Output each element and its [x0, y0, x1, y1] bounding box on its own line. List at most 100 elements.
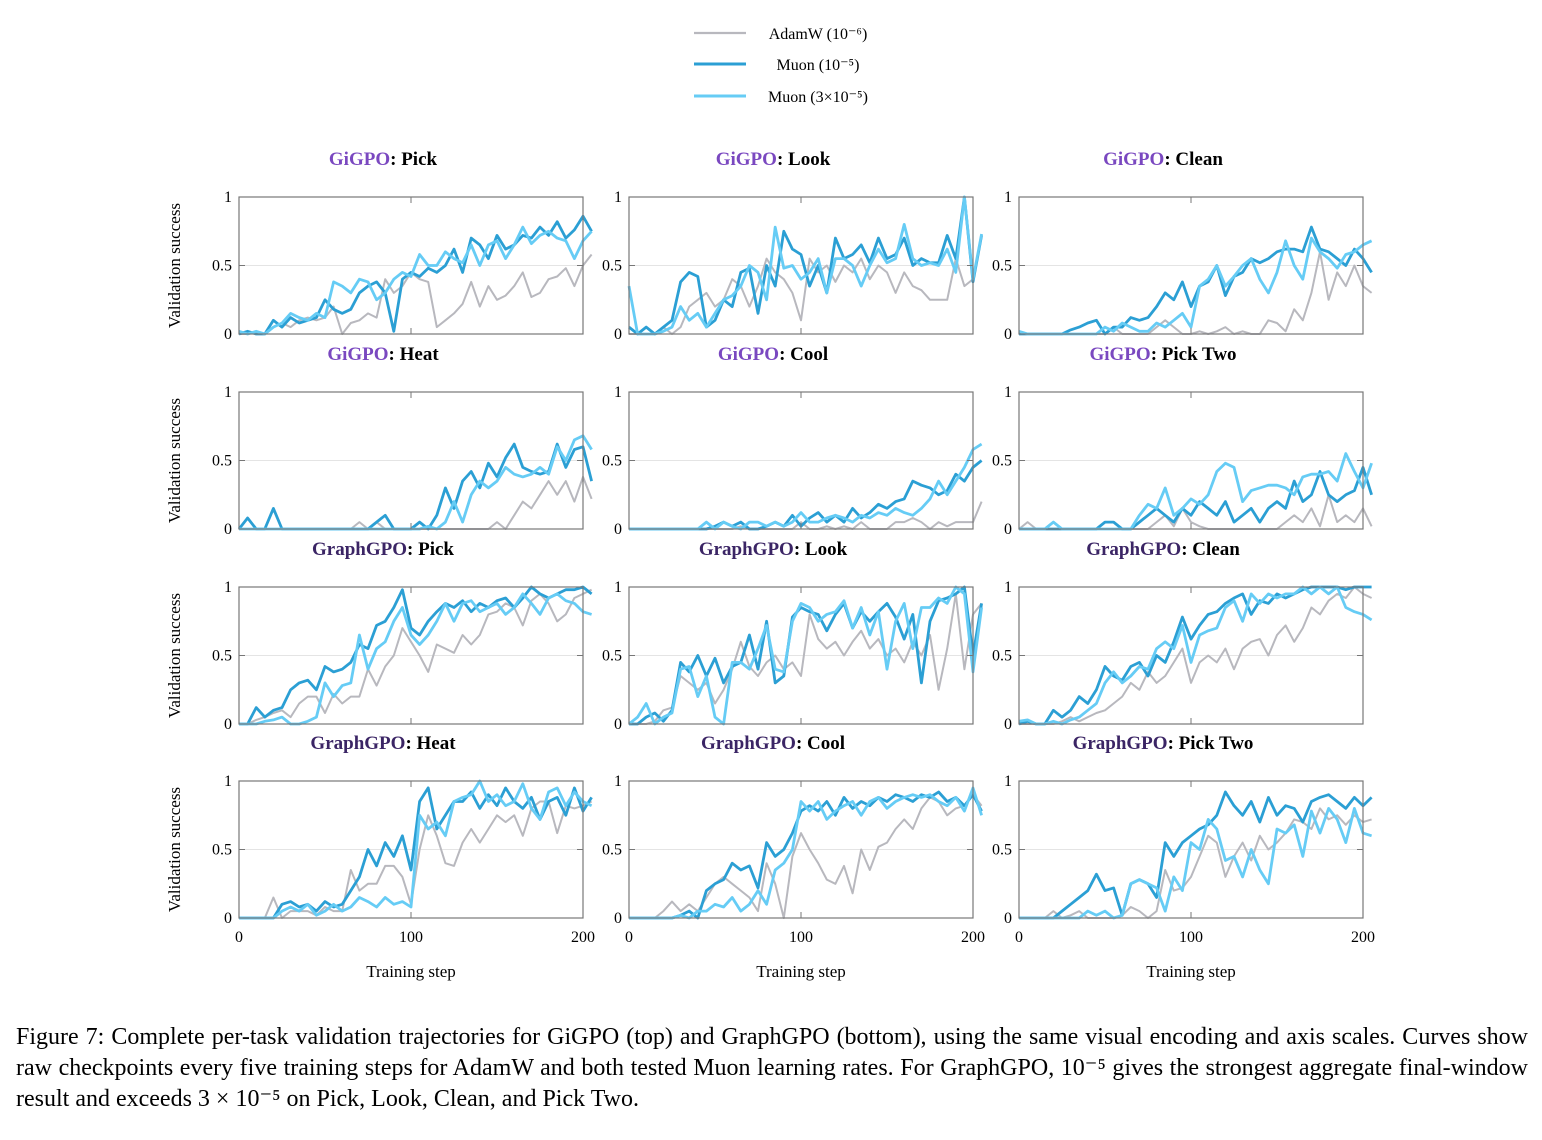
y-axis-label: Validation success: [165, 593, 184, 718]
y-tick-label: 0: [224, 910, 232, 927]
y-tick-label: 0.5: [992, 842, 1012, 859]
legend-label-adamw: AdamW (10⁻⁶): [769, 26, 868, 43]
panel-title: GraphGPO: Pick: [312, 539, 454, 560]
series-line-muon_3e5: [239, 592, 593, 726]
y-tick-label: 0.5: [602, 648, 622, 665]
panel-title-method: GraphGPO: [312, 539, 407, 560]
y-tick-label: 1: [224, 384, 232, 401]
x-axis-label: Training step: [366, 962, 456, 981]
y-tick-label: 0.5: [212, 648, 232, 665]
panel-title-method: GiGPO: [1103, 149, 1164, 170]
y-tick-label: 0: [614, 716, 622, 733]
series-line-muon_1e5: [629, 585, 983, 726]
x-tick-label: 0: [1015, 929, 1023, 946]
y-axis-label: Validation success: [165, 203, 184, 328]
panel-title-task: : Pick: [407, 539, 454, 560]
series-line-muon_3e5: [1018, 236, 1373, 336]
y-axis-label: Validation success: [165, 398, 184, 523]
y-tick-label: 0: [614, 521, 622, 538]
y-tick-label: 1: [1004, 773, 1012, 790]
panel-title-task: : Pick Two: [1168, 733, 1254, 754]
series-line-muon_1e5: [239, 585, 593, 726]
x-tick-label: 100: [789, 929, 813, 946]
y-tick-label: 0.5: [212, 453, 232, 470]
y-tick-label: 1: [614, 773, 622, 790]
y-tick-label: 0.5: [212, 258, 232, 275]
panel-title-task: : Look: [777, 149, 831, 170]
series-line-muon_1e5: [237, 442, 593, 531]
panel-title: GiGPO: Heat: [327, 344, 439, 365]
y-tick-label: 0: [1004, 910, 1012, 927]
panel-title: GiGPO: Cool: [718, 344, 828, 365]
series-line-muon_3e5: [629, 786, 983, 920]
panel-title-task: : Heat: [405, 733, 456, 754]
y-tick-label: 0.5: [992, 258, 1012, 275]
panel-title-method: GraphGPO: [1086, 539, 1181, 560]
panel-title: GiGPO: Pick Two: [1089, 344, 1236, 365]
panel-title: GraphGPO: Cool: [701, 733, 845, 754]
legend: AdamW (10⁻⁶) Muon (10⁻⁵) Muon (3×10⁻⁵): [694, 26, 868, 106]
y-tick-label: 0: [614, 910, 622, 927]
panel-title: GraphGPO: Clean: [1086, 539, 1240, 560]
y-tick-label: 1: [614, 579, 622, 596]
panel-title-method: GraphGPO: [701, 733, 796, 754]
series-line-muon_1e5: [1019, 225, 1373, 336]
y-tick-label: 0: [224, 716, 232, 733]
y-tick-label: 0.5: [992, 453, 1012, 470]
series-line-muon_1e5: [239, 786, 593, 920]
x-tick-label: 200: [1351, 929, 1375, 946]
y-tick-label: 1: [614, 384, 622, 401]
x-tick-label: 100: [399, 929, 423, 946]
x-tick-label: 0: [235, 929, 243, 946]
panel-title: GraphGPO: Pick Two: [1073, 733, 1254, 754]
x-tick-label: 100: [1179, 929, 1203, 946]
series-line-muon_1e5: [1019, 790, 1373, 920]
series-line-adamw: [1019, 807, 1372, 919]
figure-caption: Figure 7: Complete per-task validation t…: [16, 1022, 1528, 1115]
panel-title-task: : Pick Two: [1151, 344, 1237, 365]
series-line-muon_3e5: [1019, 452, 1373, 531]
panel-title-method: GiGPO: [716, 149, 777, 170]
panel-title-task: : Pick: [390, 149, 437, 170]
panel-title-method: GraphGPO: [1073, 733, 1168, 754]
x-tick-label: 200: [961, 929, 985, 946]
series-line-adamw: [629, 592, 983, 725]
panel-title-task: : Look: [794, 539, 848, 560]
panel-title-method: GiGPO: [718, 344, 779, 365]
series-line-muon_1e5: [628, 195, 983, 336]
panel-title-task: : Cool: [796, 733, 845, 754]
y-tick-label: 1: [1004, 189, 1012, 206]
panel-gigpo-look: 0 0.5 1 GiGPO: Look: [602, 149, 983, 343]
panel-title: GraphGPO: Heat: [310, 733, 456, 754]
y-tick-label: 1: [224, 579, 232, 596]
panel-graphgpo-clean: 0 0.5 1 GraphGPO: Clean: [992, 539, 1373, 733]
series-line-muon_3e5: [1018, 585, 1373, 726]
panel-title-method: GraphGPO: [699, 539, 794, 560]
series-line-adamw: [629, 793, 983, 919]
panel-gigpo-heat: 0 0.5 1 Validation success GiGPO: Heat: [165, 344, 593, 538]
panel-title-method: GiGPO: [327, 344, 388, 365]
y-tick-label: 0: [614, 326, 622, 343]
panel-gigpo-pick: 0 0.5 1 Validation success GiGPO: Pick: [165, 149, 593, 343]
panel-title-task: : Cool: [779, 344, 828, 365]
x-tick-label: 0: [625, 929, 633, 946]
panel-graphgpo-heat: 0 0.5 1 0 100 200 Training step Validation succ…: [165, 733, 595, 981]
series-line-adamw: [1018, 493, 1373, 530]
series-line-muon_1e5: [238, 214, 593, 336]
series-line-adamw: [239, 588, 593, 725]
series-line-muon_3e5: [238, 225, 593, 336]
legend-label-muon_3e5: Muon (3×10⁻⁵): [768, 89, 868, 106]
series-line-adamw: [629, 235, 983, 335]
panel-title: GraphGPO: Look: [699, 539, 848, 560]
y-tick-label: 1: [614, 189, 622, 206]
y-tick-label: 0: [224, 326, 232, 343]
series-line-muon_1e5: [629, 790, 983, 920]
series-line-muon_1e5: [1019, 465, 1373, 531]
panel-gigpo-clean: 0 0.5 1 GiGPO: Clean: [992, 149, 1373, 343]
x-axis-label: Training step: [756, 962, 846, 981]
y-tick-label: 0.5: [992, 648, 1012, 665]
y-tick-label: 0: [224, 521, 232, 538]
series-line-muon_3e5: [239, 434, 593, 531]
